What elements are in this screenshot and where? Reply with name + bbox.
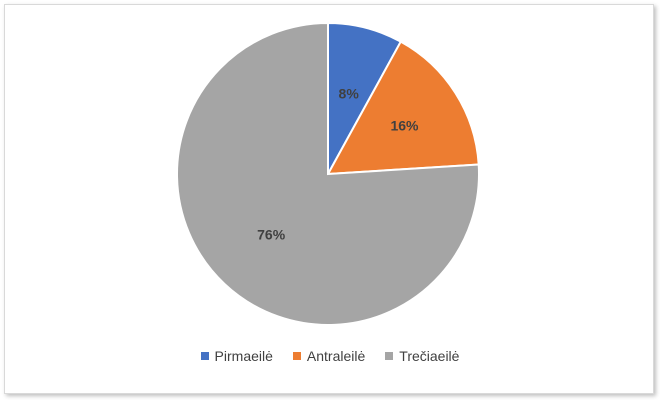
legend-label: Trečiaeilė [399, 348, 460, 364]
legend-swatch [292, 352, 301, 360]
data-label: 16% [390, 117, 419, 133]
legend-swatch [200, 352, 209, 360]
legend-item: Pirmaeilė [200, 348, 273, 364]
legend: Pirmaeilė Antraleilė Trečiaeilė [0, 348, 660, 364]
legend-label: Antraleilė [306, 348, 366, 364]
pie-slice-3 [176, 21, 480, 326]
legend-item: Antraleilė [292, 348, 366, 364]
legend-item: Trečiaeilė [385, 348, 459, 364]
legend-swatch [385, 352, 394, 360]
data-label: 76% [257, 227, 286, 243]
data-label: 8% [339, 86, 360, 102]
legend-label: Pirmaeilė [214, 348, 273, 364]
pie-slice-2 [326, 40, 480, 176]
